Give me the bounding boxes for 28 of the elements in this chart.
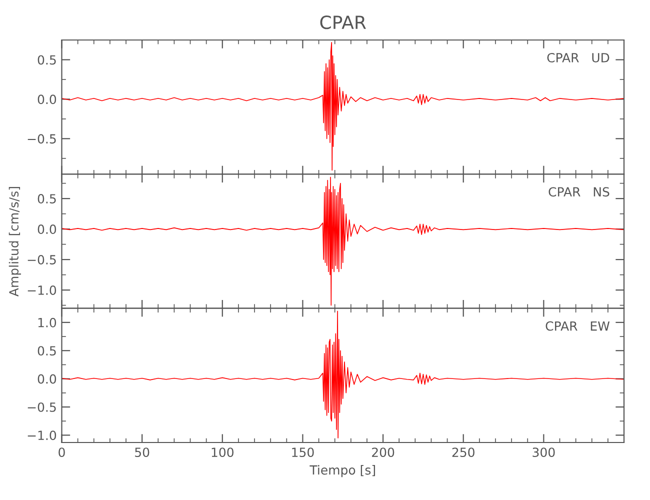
y-tick-label: 1.0 [38,318,56,328]
y-tick-label: 0.0 [38,224,56,234]
y-tick-label: 0.0 [38,374,56,384]
x-tick-label: 0 [58,448,65,458]
line-series [62,176,624,306]
y-tick-label: 0.5 [38,346,56,356]
y-tick-label: −0.5 [28,134,56,144]
y-tick-label: 0.5 [38,55,56,65]
y-axis-title: Amplitud [cm/s/s] [8,187,21,296]
chart-title: CPAR [320,15,366,30]
x-tick-label: 100 [212,448,234,458]
x-tick-label: 300 [532,448,555,458]
y-tick-label: −1.0 [28,286,56,295]
annotation: CPAR EW [546,321,610,331]
y-tick-label: 0.0 [38,94,56,104]
line-series [62,310,624,438]
y-tick-label: −1.0 [28,430,56,440]
annotation: CPAR UD [547,52,610,62]
x-tick-label: 200 [372,448,394,458]
y-tick-label: −0.5 [28,402,56,412]
y-tick-label: −0.5 [28,255,56,264]
x-tick-label: 250 [452,448,474,458]
line-series [62,42,624,171]
annotation: CPAR NS [548,187,610,197]
y-tick-label: 0.5 [38,194,56,204]
x-tick-label: 150 [292,448,314,458]
x-tick-label: 50 [135,448,150,458]
x-axis-title: Tiempo [s] [310,465,376,478]
